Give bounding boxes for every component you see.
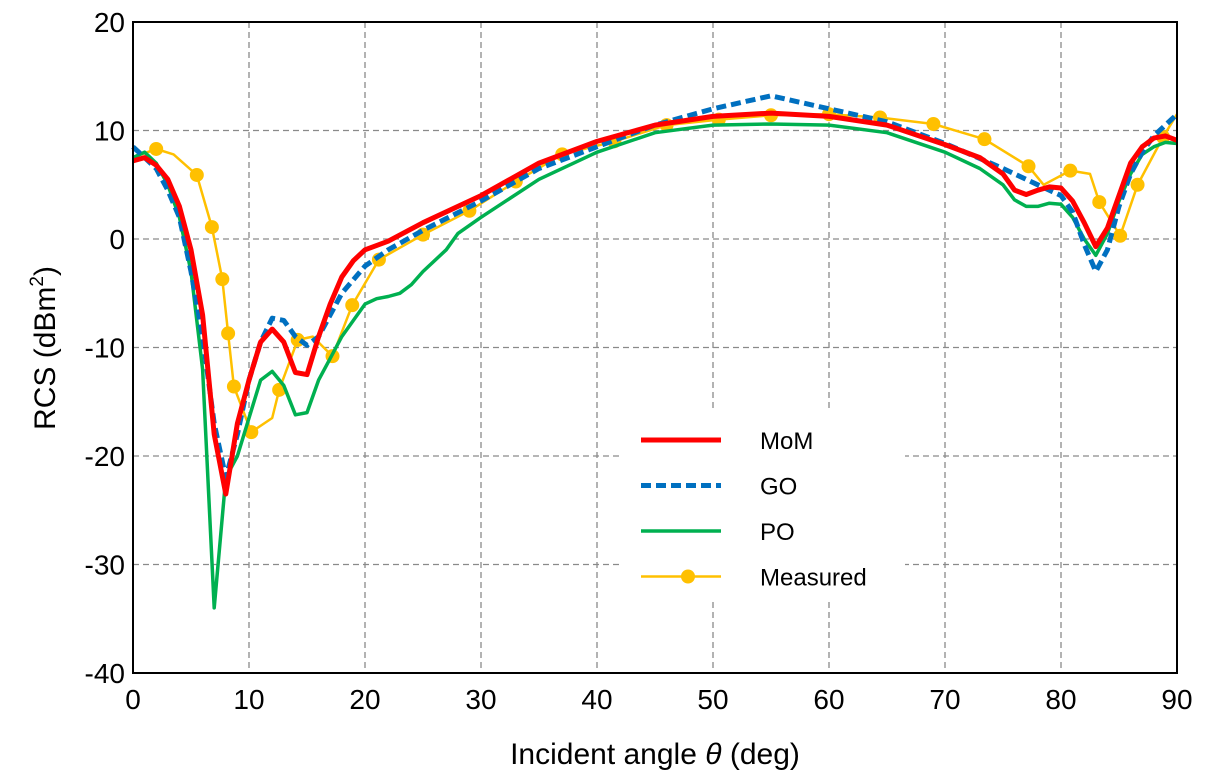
series-layer <box>131 93 1179 610</box>
data-point-measured <box>189 167 204 182</box>
tick-labels: 0 10 20 30 40 50 60 70 80 90 -40 -30 -20 -10 0 10 20 <box>85 7 1193 715</box>
x-tick-label: 80 <box>1045 684 1076 715</box>
plot-frame <box>132 21 1178 674</box>
series-line-measured <box>132 112 1179 434</box>
data-point-measured <box>215 272 230 287</box>
x-tick-label: 90 <box>1161 684 1192 715</box>
y-tick-label: 0 <box>109 224 125 255</box>
x-tick-label: 0 <box>125 684 141 715</box>
legend-label-mom: MoM <box>760 428 813 455</box>
x-tick-label: 20 <box>349 684 380 715</box>
data-point-measured <box>226 379 241 394</box>
series-line-mom <box>132 110 1178 497</box>
y-tick-label: 20 <box>94 7 125 38</box>
data-point-measured <box>977 132 992 147</box>
y-tick-label: -20 <box>85 441 125 472</box>
data-point-measured <box>1130 177 1145 192</box>
data-point-measured <box>926 116 941 131</box>
legend-marker-measured <box>681 569 695 584</box>
x-axis-label-suffix: (deg) <box>722 738 800 771</box>
data-point-measured <box>1063 163 1078 178</box>
data-point-measured <box>1092 195 1107 210</box>
x-tick-label: 50 <box>697 684 728 715</box>
legend: MoM GO PO Measured <box>622 410 905 600</box>
data-point-measured <box>244 425 259 440</box>
x-tick-label: 40 <box>581 684 612 715</box>
y-axis-label: RCS (dBm2) <box>27 266 62 430</box>
y-tick-label: -10 <box>85 333 125 364</box>
y-axis-label-main: RCS (dBm <box>29 287 62 430</box>
y-tick-label: 10 <box>94 116 125 147</box>
data-point-measured <box>1113 228 1128 243</box>
legend-label-measured: Measured <box>760 565 867 592</box>
y-tick-label: -40 <box>85 658 125 689</box>
data-point-measured <box>221 326 236 341</box>
x-tick-label: 30 <box>465 684 496 715</box>
x-axis-label-theta: θ <box>705 738 722 771</box>
x-axis-label: Incident angle θ (deg) <box>510 738 800 771</box>
data-point-measured <box>204 220 219 235</box>
grid-lines <box>133 22 1177 673</box>
x-axis-label-prefix: Incident angle <box>510 738 705 771</box>
legend-label-po: PO <box>760 519 795 546</box>
data-point-measured <box>1021 159 1036 174</box>
y-axis-label-sup: 2 <box>27 276 48 287</box>
x-tick-label: 60 <box>813 684 844 715</box>
x-tick-label: 10 <box>233 684 264 715</box>
legend-label-go: GO <box>760 474 797 501</box>
y-tick-label: -30 <box>85 550 125 581</box>
data-point-measured <box>149 141 164 156</box>
x-tick-label: 70 <box>929 684 960 715</box>
y-axis-label-end: ) <box>29 266 62 276</box>
data-point-measured <box>345 298 360 313</box>
